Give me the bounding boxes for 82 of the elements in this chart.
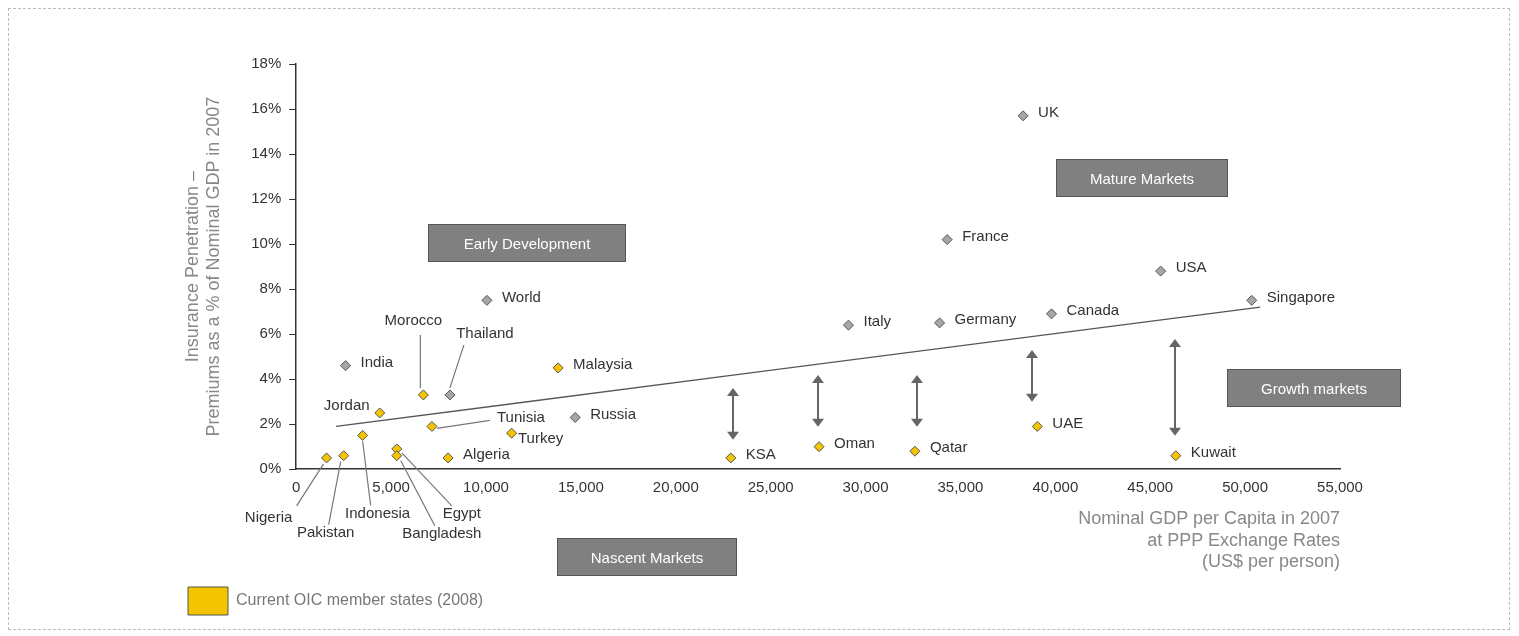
annotation: India <box>360 352 394 370</box>
point <box>934 317 946 329</box>
annotation: Russia <box>590 404 637 422</box>
y-tick-label: 8% <box>259 279 282 297</box>
annotation: Algeria <box>463 445 511 463</box>
x-tick-label: 20,000 <box>652 478 699 496</box>
annotation: Egypt <box>442 504 482 522</box>
annotation: Morocco <box>384 311 443 329</box>
point <box>481 294 493 306</box>
x-tick-label: 25,000 <box>747 478 794 496</box>
y-tick-label: 2% <box>259 414 282 432</box>
x-axis-title: Nominal GDP per Capita in 2007 at PPP Exchange Rates (US$ per person) <box>1078 507 1340 572</box>
point <box>941 234 953 246</box>
point <box>1246 294 1258 306</box>
label-box: Early Development <box>428 224 626 262</box>
label-box: Growth markets <box>1227 369 1401 407</box>
annotation: Nigeria <box>244 508 293 526</box>
y-tick-label: 0% <box>259 459 282 477</box>
annotation: Qatar <box>929 438 968 456</box>
point <box>417 389 429 401</box>
annotation: Pakistan <box>296 522 355 540</box>
point <box>442 452 454 464</box>
annotation: France <box>962 226 1009 244</box>
y-tick-label: 18% <box>251 54 282 72</box>
point <box>552 362 564 374</box>
annotation: Malaysia <box>573 355 633 373</box>
point <box>338 450 350 462</box>
y-tick-label: 16% <box>251 99 282 117</box>
annotation: World <box>501 287 541 305</box>
annotation: Germany <box>954 310 1017 328</box>
annotation: Thailand <box>456 324 514 342</box>
annotation: Indonesia <box>345 503 411 521</box>
y-tick-label: 6% <box>259 324 282 342</box>
annotation: Kuwait <box>1190 442 1237 460</box>
x-tick-label: 30,000 <box>842 478 889 496</box>
annotation: KSA <box>745 445 776 463</box>
x-tick-label: 45,000 <box>1127 478 1174 496</box>
point <box>813 441 825 453</box>
annotation: Italy <box>863 312 892 330</box>
x-tick-label: 5,000 <box>372 478 410 496</box>
annotation: UAE <box>1052 413 1084 431</box>
x-tick-label: 50,000 <box>1222 478 1269 496</box>
y-tick-label: 12% <box>251 189 282 207</box>
point <box>569 411 581 423</box>
point <box>1017 110 1029 122</box>
point <box>1046 308 1058 320</box>
point <box>321 452 333 464</box>
annotation: Tunisia <box>497 407 546 425</box>
y-tick-label: 14% <box>251 144 282 162</box>
x-tick-label: 0 <box>292 478 301 496</box>
point <box>340 360 352 372</box>
point <box>1170 450 1182 462</box>
x-tick-label: 55,000 <box>1317 478 1363 496</box>
point <box>842 319 854 331</box>
annotation: Oman <box>834 433 875 451</box>
x-tick-label: 40,000 <box>1032 478 1079 496</box>
annotation: Bangladesh <box>402 523 482 541</box>
point <box>444 389 456 401</box>
label-box: Nascent Markets <box>557 538 737 576</box>
y-tick-label: 10% <box>251 234 282 252</box>
point <box>1155 265 1167 277</box>
point <box>1031 420 1043 432</box>
point <box>357 429 369 441</box>
x-tick-label: 15,000 <box>557 478 604 496</box>
point <box>506 427 518 439</box>
y-axis-title: Insurance Penetration – Premiums as a % of Nominal GDP in 2007 <box>181 96 224 437</box>
point <box>909 445 921 457</box>
point <box>374 407 386 419</box>
point <box>426 420 438 432</box>
annotation: USA <box>1175 258 1207 276</box>
point <box>725 452 737 464</box>
legend-label: Current OIC member states (2008) <box>236 591 484 609</box>
annotation: Turkey <box>517 429 564 447</box>
point <box>391 450 403 462</box>
annotation: Canada <box>1066 301 1120 319</box>
y-tick-label: 4% <box>259 369 282 387</box>
x-tick-label: 35,000 <box>937 478 984 496</box>
annotation: Jordan <box>323 396 370 414</box>
label-box: Mature Markets <box>1056 159 1228 197</box>
x-tick-label: 10,000 <box>463 478 509 496</box>
annotation: Singapore <box>1266 287 1336 305</box>
annotation: UK <box>1038 102 1059 120</box>
